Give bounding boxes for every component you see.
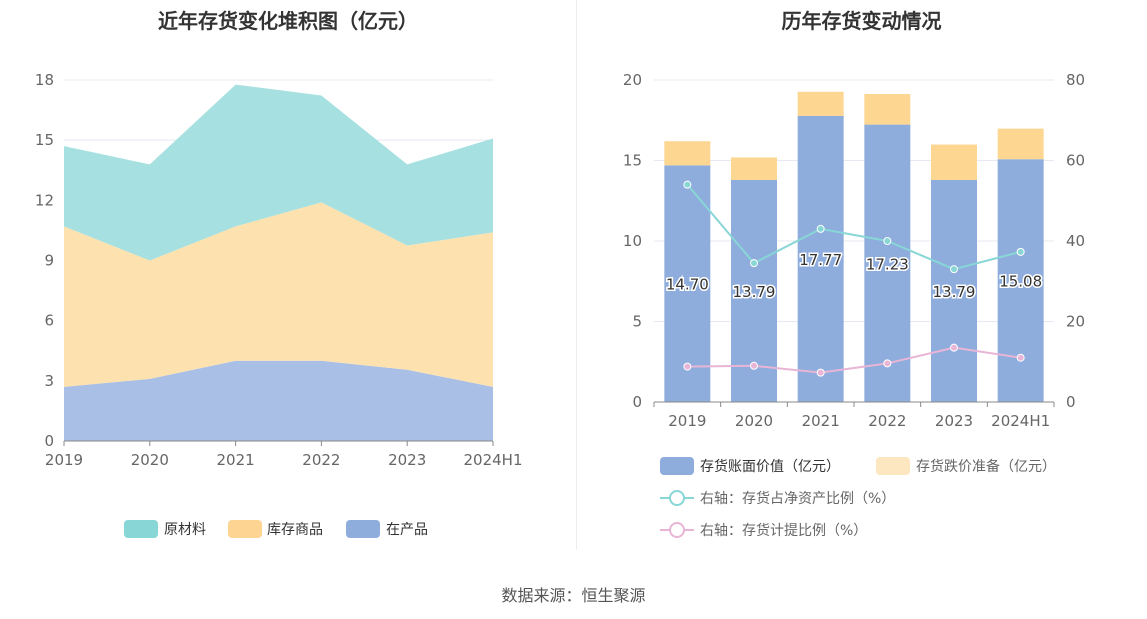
x-tick-label: 2022 — [302, 451, 340, 469]
y2-tick-label: 20 — [1066, 313, 1085, 331]
line-provision-ratio — [687, 346, 1021, 374]
bar-impairment — [731, 157, 777, 180]
y2-tick-label: 0 — [1066, 393, 1076, 411]
area-wip — [64, 360, 493, 441]
legend-label: 在产品 — [386, 522, 428, 538]
bar-book-value — [797, 115, 844, 402]
line-point — [750, 259, 758, 268]
line-point — [750, 361, 758, 370]
bar-book-value — [664, 165, 711, 402]
line-point — [816, 224, 825, 233]
left-chart-title: 近年存货变化堆积图（亿元） — [158, 9, 418, 33]
stacked-area-chart: 0 3 6 9 12 15 18 2019 2020 2021 2022 2023 2024H1 原材料 库… — [35, 71, 523, 538]
y-tick-label: 12 — [35, 191, 54, 209]
x-tick-label: 2024H1 — [991, 412, 1050, 430]
x-tick-label: 2024H1 — [464, 451, 523, 469]
x-tick-label: 2023 — [935, 412, 973, 430]
bar-line-panel: 历年存货变动情况 0 5 10 15 20 0 20 40 60 80 2019 2020 2021 20… — [576, 0, 1147, 560]
bar-value-label: 17.77 — [799, 251, 842, 269]
legend-label: 右轴：存货占净资产比例（%） — [700, 490, 895, 507]
legend-marker — [669, 522, 685, 538]
legend-marker — [669, 490, 685, 506]
y-tick-label: 9 — [44, 252, 54, 270]
y-tick-label: 5 — [632, 313, 642, 331]
x-tick-label: 2020 — [131, 451, 169, 469]
x-tick-label: 2021 — [802, 412, 840, 430]
bar-value-label: 13.79 — [933, 283, 976, 301]
legend-label: 存货跌价准备（亿元） — [916, 458, 1056, 475]
x-tick-label: 2019 — [45, 451, 83, 469]
bar-value-label: 14.70 — [666, 276, 709, 294]
legend-label: 右轴：存货计提比例（%） — [700, 522, 867, 539]
legend-swatch — [228, 520, 262, 538]
legend-swatch — [346, 520, 380, 538]
x-tick-label: 2019 — [668, 412, 706, 430]
line-point — [950, 265, 958, 274]
line-point — [683, 180, 692, 189]
y-tick-label: 15 — [623, 152, 642, 170]
legend-swatch — [660, 457, 694, 475]
bar-book-value — [864, 124, 911, 403]
x-tick-label: 2022 — [868, 412, 906, 430]
data-source: 数据来源：恒生聚源 — [501, 586, 646, 605]
bar-book-value — [931, 179, 977, 402]
panel-divider — [576, 0, 577, 550]
bar-impairment — [864, 94, 911, 125]
legend-label: 库存商品 — [267, 522, 323, 538]
bar-value-label: 15.08 — [999, 273, 1042, 291]
y-tick-label: 3 — [44, 372, 54, 390]
bar-value-label: 17.23 — [866, 255, 909, 273]
legend-swatch — [124, 520, 158, 538]
y2-tick-label: 40 — [1066, 232, 1085, 250]
legend-swatch — [876, 457, 910, 475]
y2-tick-label: 60 — [1066, 152, 1085, 170]
x-tick-label: 2021 — [217, 451, 255, 469]
y2-tick-label: 80 — [1066, 71, 1085, 89]
bar-impairment — [797, 91, 844, 116]
legend-label: 存货账面价值（亿元） — [700, 458, 840, 475]
line-point — [816, 368, 825, 377]
y-tick-label: 18 — [35, 71, 54, 89]
line-point — [883, 359, 892, 368]
x-tick-label: 2023 — [388, 451, 426, 469]
y-tick-label: 20 — [623, 71, 642, 89]
bar-impairment — [664, 141, 711, 166]
bar-impairment — [931, 144, 977, 180]
bar-value-label: 13.79 — [733, 283, 776, 301]
area-raw-materials — [64, 84, 493, 261]
y-tick-label: 10 — [623, 232, 642, 250]
bar-line-chart: 0 5 10 15 20 0 20 40 60 80 2019 2020 2021 2022 2023 202… — [623, 71, 1085, 539]
area-finished-goods — [64, 202, 493, 387]
line-point — [950, 343, 958, 352]
x-tick-label: 2020 — [735, 412, 773, 430]
right-chart-title: 历年存货变动情况 — [781, 9, 942, 33]
line-ratio-net-assets — [686, 184, 1021, 271]
line-point — [883, 237, 892, 245]
stacked-area-panel: 近年存货变化堆积图（亿元） 0 3 6 9 12 15 18 2019 2020 2021 2022… — [0, 0, 576, 560]
y-tick-label: 6 — [44, 312, 54, 330]
line-point — [683, 362, 692, 371]
legend-label: 原材料 — [164, 522, 206, 538]
y-tick-label: 0 — [632, 393, 642, 411]
y-tick-label: 15 — [35, 131, 54, 149]
line-point — [1016, 247, 1025, 256]
y-tick-label: 0 — [44, 432, 54, 450]
bar-impairment — [997, 128, 1044, 160]
line-point — [1016, 353, 1025, 362]
